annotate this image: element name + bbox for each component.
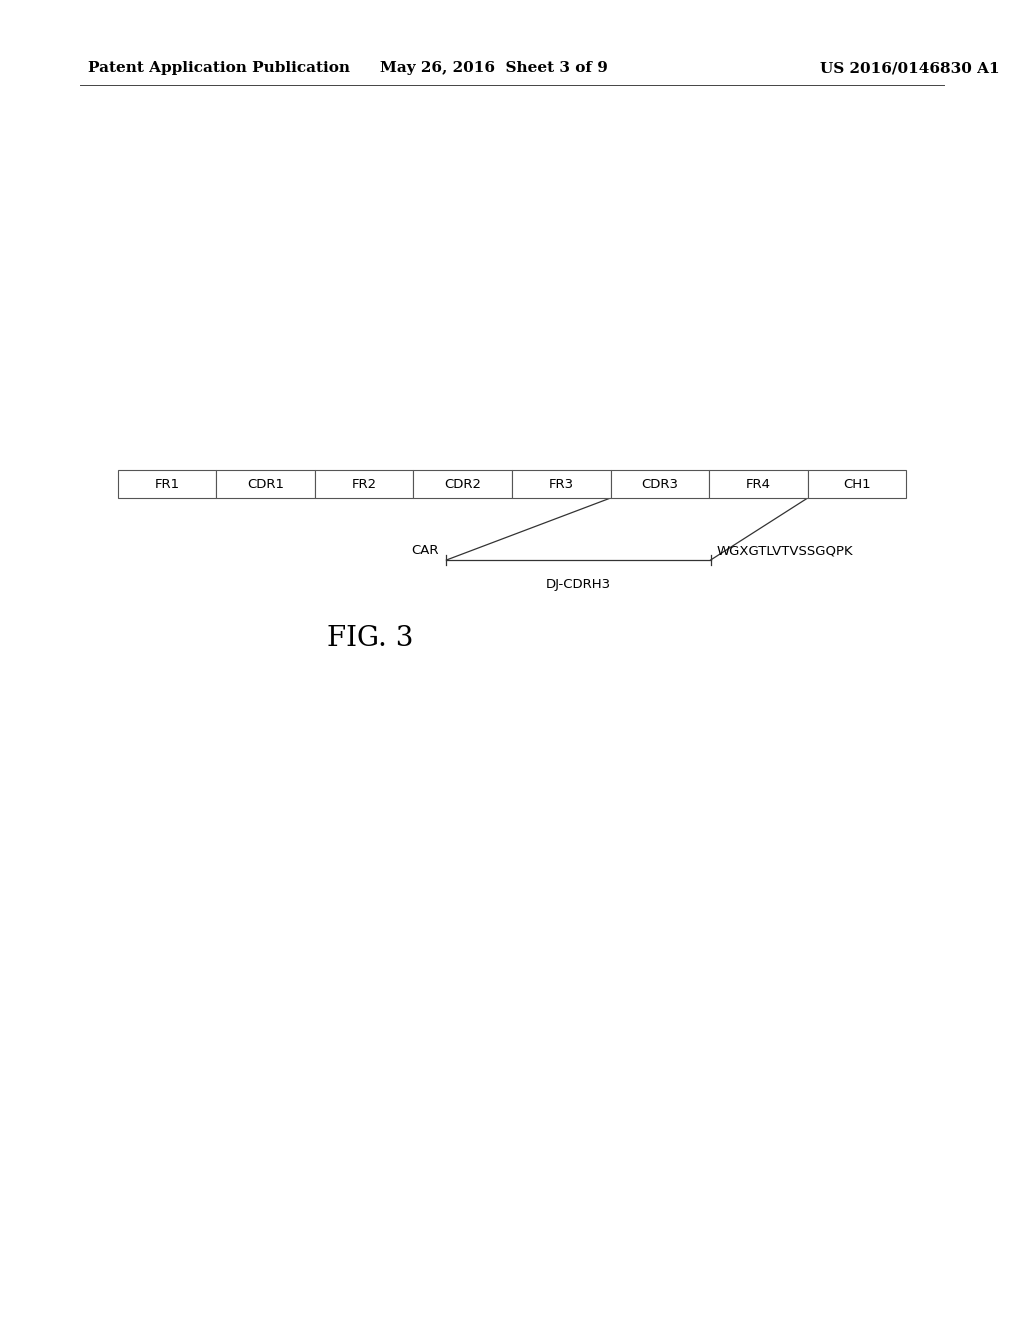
Text: CDR3: CDR3 [641, 478, 678, 491]
Text: US 2016/0146830 A1: US 2016/0146830 A1 [820, 61, 999, 75]
Text: CH1: CH1 [843, 478, 870, 491]
Bar [610, 470, 710, 498]
Bar [512, 470, 610, 498]
Text: CDR2: CDR2 [444, 478, 481, 491]
Bar [315, 470, 414, 498]
Text: FR1: FR1 [155, 478, 179, 491]
Text: Patent Application Publication: Patent Application Publication [88, 61, 350, 75]
Text: CDR1: CDR1 [247, 478, 284, 491]
Text: DJ-CDRH3: DJ-CDRH3 [546, 578, 611, 591]
Bar [808, 470, 906, 498]
Bar [216, 470, 315, 498]
Bar [118, 470, 216, 498]
Text: FR4: FR4 [745, 478, 771, 491]
Bar [414, 470, 512, 498]
Text: WGXGTLVTVSSGQPK: WGXGTLVTVSSGQPK [717, 544, 853, 557]
Text: FIG. 3: FIG. 3 [327, 624, 414, 652]
Text: May 26, 2016  Sheet 3 of 9: May 26, 2016 Sheet 3 of 9 [380, 61, 608, 75]
Text: FR2: FR2 [351, 478, 377, 491]
Text: CAR: CAR [411, 544, 438, 557]
Text: FR3: FR3 [549, 478, 573, 491]
Bar [709, 470, 808, 498]
